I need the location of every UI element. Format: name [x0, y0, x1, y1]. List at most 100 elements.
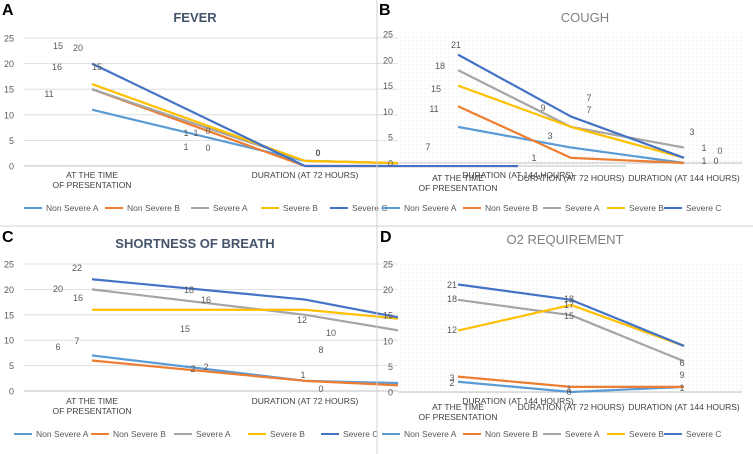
series-line-non-severe-b: [457, 105, 685, 165]
data-label: 17: [564, 300, 574, 310]
x-tick-label: DURATION (AT 72 HOURS): [518, 173, 625, 183]
series-line-non-severe-a: [457, 125, 685, 165]
series-line-severe-a: [457, 298, 685, 363]
legend-entry: Non Severe B: [485, 203, 538, 213]
x-tick-label: DURATION (AT 72 HOURS): [252, 396, 359, 406]
legend-entry: Non Severe B: [113, 429, 166, 439]
chart-title: O2 REQUIREMENT: [506, 232, 623, 247]
chart-title: COUGH: [561, 10, 609, 25]
x-tick-label: DURATION (AT 144 HOURS): [462, 396, 574, 406]
y-tick-label: 10: [4, 110, 14, 120]
y-tick-label: 25: [4, 34, 14, 44]
y-tick-label: 15: [383, 311, 393, 321]
data-label: 7: [586, 93, 591, 103]
legend-entry: Severe B: [283, 203, 318, 213]
x-tick-label: DURATION (AT 72 HOURS): [252, 170, 359, 180]
series-line-non-severe-b: [457, 375, 684, 388]
data-label: 7: [425, 142, 430, 152]
panel-letter: D: [380, 229, 392, 246]
data-label: 11: [44, 89, 53, 99]
y-tick-label: 20: [4, 59, 14, 69]
y-tick-label: 20: [4, 285, 14, 295]
x-tick-label: DURATION (AT 144 HOURS): [628, 173, 740, 183]
data-label: 21: [447, 280, 457, 290]
y-tick-label: 0: [9, 162, 14, 172]
data-label: 1: [679, 383, 684, 393]
data-label: 18: [447, 294, 457, 304]
legend-entry: Non Severe A: [46, 203, 99, 213]
data-label: 16: [73, 293, 83, 303]
legend-entry: Severe C: [343, 429, 378, 439]
data-label: 20: [53, 284, 63, 294]
series-line-severe-c: [457, 53, 685, 159]
series-line-severe-c: [457, 283, 685, 347]
data-label: 7: [74, 336, 79, 346]
data-label: 9: [540, 103, 545, 113]
data-label: 18: [184, 285, 194, 295]
chart-title: SHORTNESS OF BREATH: [115, 236, 274, 251]
data-label: 1: [193, 128, 198, 138]
legend-entry: Severe B: [629, 429, 664, 439]
legend-entry: Non Severe B: [127, 203, 180, 213]
x-tick-label: DURATION (AT 144 HOURS): [628, 402, 740, 412]
y-tick-label: 25: [383, 30, 393, 40]
data-label: 0: [713, 156, 718, 166]
series-line-severe-c: [91, 62, 518, 168]
legend-entry: Severe A: [196, 429, 231, 439]
y-tick-label: 0: [9, 387, 14, 397]
data-label: 21: [451, 40, 461, 50]
legend-entry: Non Severe A: [36, 429, 89, 439]
data-label: 1: [183, 142, 188, 152]
y-tick-label: 5: [388, 133, 393, 143]
series-line-non-severe-a: [457, 380, 685, 394]
series-line-severe-b: [457, 84, 685, 159]
panel-letter: C: [2, 229, 14, 246]
legend-entry: Non Severe B: [485, 429, 538, 439]
data-label: 0: [315, 148, 320, 158]
data-label: 18: [564, 294, 574, 304]
data-label: 10: [326, 328, 336, 338]
panel-letter: B: [379, 2, 391, 19]
x-tick-label: DURATION (AT 144 HOURS): [462, 170, 574, 180]
data-label: 15: [92, 62, 102, 72]
y-tick-label: 5: [388, 362, 393, 372]
y-tick-label: 5: [9, 136, 14, 146]
y-tick-label: 25: [383, 260, 393, 270]
data-label: 1: [701, 143, 706, 153]
data-label: 6: [679, 358, 684, 368]
data-label: 2: [190, 364, 195, 374]
legend-entry: Severe B: [270, 429, 305, 439]
data-label: 20: [73, 43, 83, 53]
data-label: 9: [679, 370, 684, 380]
data-label: 16: [52, 62, 62, 72]
y-tick-label: 10: [4, 336, 14, 346]
data-label: 2: [449, 378, 454, 388]
data-label: 3: [547, 131, 552, 141]
legend-entry: Non Severe A: [404, 429, 457, 439]
data-label: 0: [318, 384, 323, 394]
data-label: 0: [566, 387, 571, 397]
data-label: 0: [205, 126, 210, 136]
data-label: 1: [300, 370, 305, 380]
legend-entry: Severe A: [213, 203, 248, 213]
data-label: 8: [318, 345, 323, 355]
series-line-severe-b: [457, 303, 685, 347]
data-label: 22: [72, 263, 82, 273]
data-label: 1: [701, 156, 706, 166]
data-label: 12: [447, 325, 457, 335]
panel-letter: A: [2, 2, 14, 19]
data-label: 1: [531, 153, 536, 163]
data-label: 15: [431, 84, 441, 94]
y-tick-label: 20: [383, 285, 393, 295]
legend-entry: Severe C: [686, 203, 721, 213]
x-tick-label: AT THE TIME OF PRESENTATION: [52, 170, 131, 190]
data-label: 0: [205, 143, 210, 153]
y-tick-label: 15: [4, 85, 14, 95]
data-label: 3: [689, 127, 694, 137]
data-label: 15: [53, 41, 63, 51]
legend-entry: Severe A: [565, 203, 600, 213]
plot-area-background: [398, 263, 743, 393]
